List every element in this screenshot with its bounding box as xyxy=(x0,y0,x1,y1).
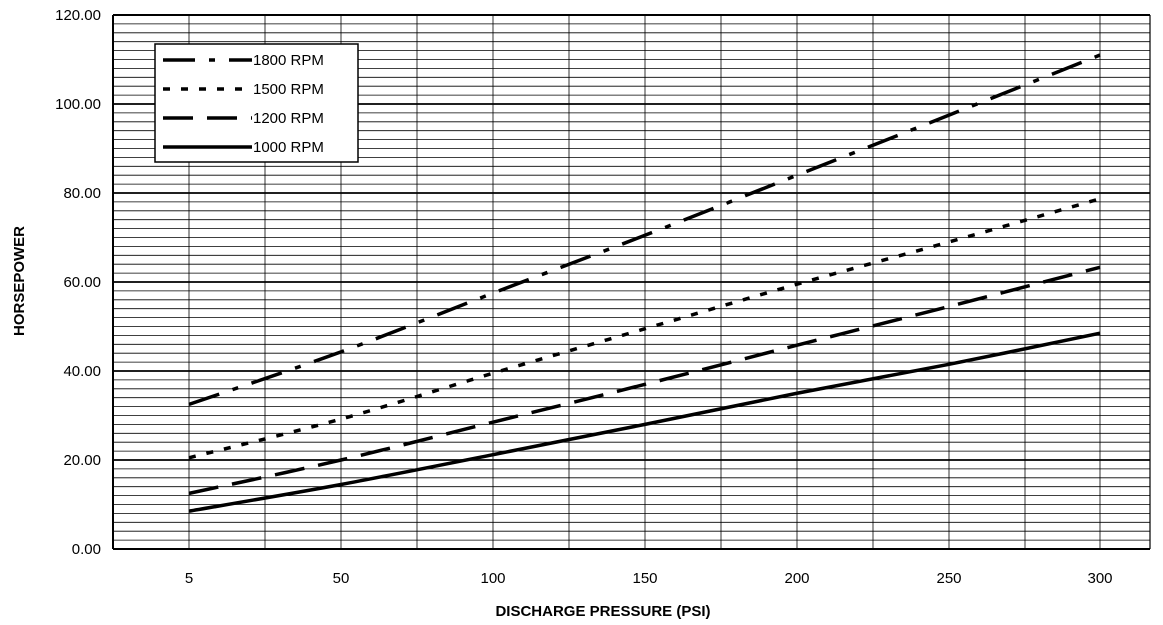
series-line-1000-rpm xyxy=(188,331,1101,513)
y-tick-label: 100.00 xyxy=(55,96,101,113)
series-line-1800-rpm xyxy=(188,53,1101,407)
x-axis-ticks: 5 50 100 150 200 250 300 xyxy=(185,570,1113,587)
y-tick-label: 40.00 xyxy=(63,363,101,380)
y-tick-label: 0.00 xyxy=(72,541,101,558)
x-tick-label: 300 xyxy=(1087,570,1112,587)
y-tick-label: 80.00 xyxy=(63,185,101,202)
x-tick-label: 5 xyxy=(185,570,193,587)
legend: 1800 RPM 1500 RPM 1200 RPM 1000 RPM xyxy=(154,43,359,163)
y-tick-label: 20.00 xyxy=(63,452,101,469)
series-line-1500-rpm xyxy=(188,197,1101,460)
y-tick-label: 120.00 xyxy=(55,7,101,24)
x-tick-label: 100 xyxy=(480,570,505,587)
series-lines xyxy=(188,53,1101,513)
x-tick-label: 250 xyxy=(936,570,961,587)
y-axis-ticks: 0.00 20.00 40.00 60.00 80.00 100.00 120.00 xyxy=(55,7,101,558)
x-tick-label: 50 xyxy=(333,570,350,587)
legend-label: 1800 RPM xyxy=(253,52,324,69)
legend-label: 1500 RPM xyxy=(253,81,324,98)
x-tick-label: 200 xyxy=(784,570,809,587)
legend-label: 1200 RPM xyxy=(253,110,324,127)
plot-frame xyxy=(112,14,1151,550)
y-axis-title: HORSEPOWER xyxy=(11,226,28,336)
legend-box xyxy=(154,43,359,163)
y-tick-label: 60.00 xyxy=(63,274,101,291)
legend-label: 1000 RPM xyxy=(253,139,324,156)
x-axis-title: DISCHARGE PRESSURE (PSI) xyxy=(495,603,710,620)
x-tick-label: 150 xyxy=(632,570,657,587)
series-line-1200-rpm xyxy=(188,265,1101,496)
